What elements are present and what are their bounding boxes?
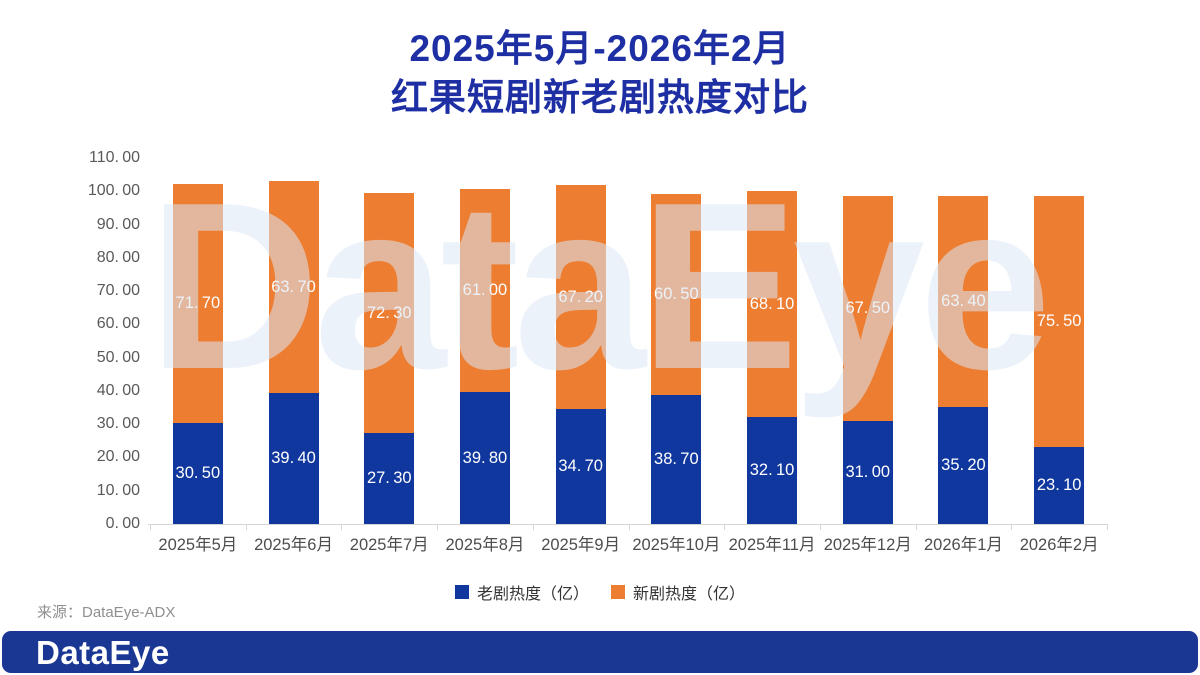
- bar-value-label: 72. 30: [366, 303, 412, 322]
- y-axis-tick-label: 80. 00: [96, 248, 140, 266]
- x-axis-tick: [341, 524, 343, 530]
- y-axis-tick-label: 20. 00: [96, 448, 140, 466]
- x-axis-category-label: 2025年12月: [823, 536, 912, 554]
- bar-segment-old-drama: 39. 40: [268, 392, 319, 524]
- y-axis-tick-label: 30. 00: [96, 415, 140, 433]
- y-axis-tick-label: 50. 00: [96, 348, 140, 366]
- bar-value-label: 67. 50: [845, 299, 891, 318]
- bar-value-label: 39. 80: [462, 448, 508, 467]
- bar-value-label: 23. 10: [1036, 476, 1082, 495]
- bar-value-label: 31. 00: [845, 463, 891, 482]
- bar-segment-old-drama: 32. 10: [747, 417, 798, 524]
- x-axis-category-label: 2025年5月: [158, 536, 238, 554]
- x-axis-tick: [532, 524, 534, 530]
- bar-segment-old-drama: 27. 30: [364, 433, 415, 524]
- bar-column: 39. 80 61. 00: [459, 158, 510, 524]
- x-axis-line: [148, 524, 1107, 525]
- x-axis-category-label: 2026年1月: [923, 536, 1003, 554]
- bar-value-label: 60. 50: [654, 285, 699, 304]
- bar-column: 38. 70 60. 50: [651, 158, 702, 524]
- bar-value-label: 30. 50: [175, 464, 221, 483]
- bar-segment-new-drama: 63. 40: [938, 195, 989, 407]
- x-axis-category-label: 2025年11月: [728, 536, 816, 554]
- x-axis-category-label: 2025年6月: [254, 536, 333, 554]
- dataeye-logo: DataEye: [36, 633, 170, 671]
- y-axis-tick-label: 70. 00: [96, 282, 140, 300]
- legend-label: 新剧热度（亿）: [633, 586, 746, 603]
- y-axis-tick-label: 60. 00: [96, 315, 140, 333]
- bar-value-label: 61. 00: [462, 280, 508, 299]
- x-axis-category-label: 2026年2月: [1019, 536, 1099, 554]
- chart-title-line2: 红果短剧新老剧热度对比: [391, 77, 809, 118]
- bar-value-label: 39. 40: [271, 449, 316, 468]
- chart-title: 2025年5月-2026年2月 红果短剧新老剧热度对比: [0, 24, 1200, 122]
- bar-segment-old-drama: 34. 70: [555, 408, 606, 524]
- chart-title-line1: 2025年5月-2026年2月: [409, 28, 791, 69]
- bar-segment-old-drama: 31. 00: [842, 420, 893, 524]
- x-axis-tick: [915, 524, 917, 530]
- bar-segment-old-drama: 23. 10: [1034, 447, 1085, 524]
- legend-label: 老剧热度（亿）: [476, 586, 589, 603]
- bar-column: 34. 70 67. 20: [555, 158, 606, 524]
- bar-value-label: 67. 20: [558, 287, 603, 306]
- bar-column: 23. 10 75. 50: [1034, 158, 1085, 524]
- bar-value-label: 63. 70: [271, 277, 316, 296]
- bar-value-label: 34. 70: [558, 457, 603, 476]
- bar-segment-new-drama: 68. 10: [747, 190, 798, 418]
- x-axis-tick: [628, 524, 630, 530]
- bar-segment-new-drama: 72. 30: [364, 192, 415, 434]
- bar-column: 27. 30 72. 30: [364, 158, 415, 524]
- bar-segment-new-drama: 63. 70: [268, 180, 319, 393]
- y-axis-tick-label: 100. 00: [87, 182, 140, 200]
- x-axis-tick: [150, 524, 151, 530]
- x-axis-tick: [437, 524, 439, 530]
- x-axis-tick: [1011, 524, 1013, 530]
- bar-value-label: 75. 50: [1036, 312, 1082, 331]
- bar-segment-new-drama: 61. 00: [459, 188, 510, 392]
- bar-segment-new-drama: 75. 50: [1034, 195, 1085, 448]
- x-axis-tick: [724, 524, 726, 530]
- x-axis-category-label: 2025年8月: [445, 536, 525, 554]
- x-axis-category-label: 2025年7月: [349, 536, 429, 554]
- bar-value-label: 38. 70: [654, 450, 699, 469]
- bar-segment-new-drama: 67. 20: [555, 184, 606, 409]
- legend-item: 新剧热度（亿）: [611, 580, 745, 604]
- y-axis-tick-label: 110. 00: [89, 149, 140, 166]
- bar-value-label: 35. 20: [941, 456, 986, 475]
- y-axis-tick-label: 40. 00: [96, 381, 140, 399]
- y-axis-tick-label: 0. 00: [105, 515, 140, 532]
- bar-value-label: 63. 40: [941, 292, 986, 311]
- x-axis-category-label: 2025年10月: [632, 536, 721, 554]
- y-axis-tick-label: 90. 00: [96, 215, 140, 233]
- x-axis-tick: [819, 524, 821, 530]
- x-axis-tick: [1107, 524, 1108, 530]
- bar-value-label: 32. 10: [749, 461, 795, 480]
- y-axis-tick-label: 10. 00: [96, 481, 140, 499]
- bar-segment-new-drama: 71. 70: [172, 183, 223, 423]
- bar-column: 32. 10 68. 10: [747, 158, 798, 524]
- bar-column: 31. 00 67. 50: [842, 158, 893, 524]
- x-axis-category-label: 2025年9月: [541, 536, 621, 554]
- bar-column: 35. 20 63. 40: [938, 158, 989, 524]
- bar-segment-new-drama: 67. 50: [842, 196, 893, 421]
- legend-item: 老剧热度（亿）: [454, 580, 589, 604]
- bar-segment-old-drama: 35. 20: [938, 406, 989, 524]
- bar-value-label: 71. 70: [175, 294, 221, 312]
- bar-value-label: 27. 30: [366, 469, 412, 488]
- bar-segment-new-drama: 60. 50: [651, 193, 702, 396]
- legend-swatch: [611, 585, 625, 599]
- chart-legend: 老剧热度（亿） 新剧热度（亿）: [0, 580, 1200, 604]
- bar-column: 30. 50 71. 70: [172, 158, 223, 524]
- footer-bar: DataEye: [2, 631, 1198, 673]
- x-axis-tick: [245, 524, 247, 530]
- source-note: 来源：DataEye-ADX: [37, 604, 176, 621]
- bar-segment-old-drama: 38. 70: [651, 395, 702, 524]
- bar-value-label: 68. 10: [749, 294, 795, 313]
- bar-segment-old-drama: 30. 50: [172, 422, 223, 524]
- bar-segment-old-drama: 39. 80: [459, 391, 510, 524]
- bar-column: 39. 40 63. 70: [268, 158, 319, 524]
- legend-swatch: [454, 585, 469, 599]
